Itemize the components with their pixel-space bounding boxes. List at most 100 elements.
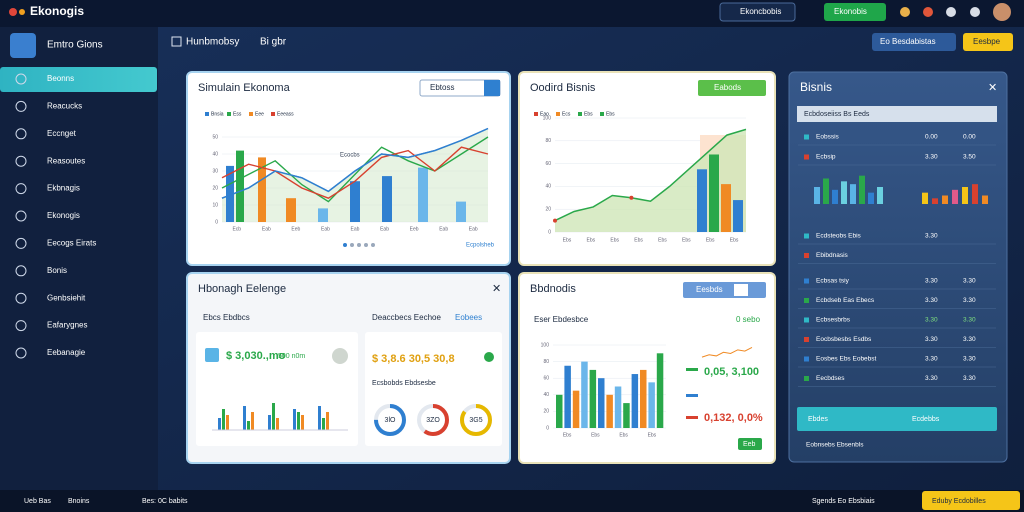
menu-item[interactable]: Beonns	[47, 74, 74, 83]
row-cell: Ecbdseb Eas Ebecs	[816, 297, 875, 304]
side-foot: Eobnsebs Ebsenbls	[806, 442, 864, 449]
active-item[interactable]	[0, 67, 157, 92]
page-dot[interactable]	[343, 243, 347, 247]
page-dot[interactable]	[357, 243, 361, 247]
y-tick-label: 0	[546, 425, 549, 431]
menu-item[interactable]: Reacucks	[47, 102, 82, 111]
menu-item[interactable]: Genbsiehit	[47, 293, 86, 302]
bar	[814, 187, 820, 204]
panel-title: Hbonagh Eelenge	[198, 283, 286, 295]
avatar[interactable]	[993, 3, 1011, 21]
x-tick-label: Ebs	[658, 237, 667, 243]
bar	[268, 415, 271, 430]
bar	[942, 195, 948, 204]
row-cell: 3.30	[963, 336, 976, 343]
row-cell: 3.30	[925, 336, 938, 343]
donut	[374, 404, 406, 436]
menu-item[interactable]: Ekbnagis	[47, 184, 80, 193]
icon[interactable]	[946, 7, 956, 17]
x-tick-label: Ebs	[591, 432, 600, 438]
side-panel	[788, 71, 1008, 463]
menu-icon	[15, 237, 27, 249]
search-box[interactable]	[719, 2, 796, 22]
amount: $ 3,030.,mo	[226, 350, 286, 362]
header-tab[interactable]: Bi gbr	[260, 37, 287, 48]
header-button[interactable]	[872, 33, 956, 51]
panel-title: Simulain Ekonoma	[198, 82, 291, 94]
sparkline	[701, 346, 753, 358]
select-arrow[interactable]	[484, 80, 500, 96]
line	[221, 136, 489, 203]
bar	[272, 403, 275, 430]
bar	[382, 176, 392, 222]
bar	[418, 167, 428, 222]
legend-swatch	[578, 112, 582, 116]
side-panel-title: Bisnis	[800, 80, 832, 94]
menu-item[interactable]: Eafarygnes	[47, 321, 87, 330]
y-tick-label: 80	[545, 138, 551, 144]
icon[interactable]	[970, 7, 980, 17]
y-tick-label: 50	[212, 134, 218, 140]
page-dot[interactable]	[371, 243, 375, 247]
x-tick-label: Ebs	[706, 237, 715, 243]
x-tick-label: Eab	[380, 226, 389, 232]
bar	[623, 403, 630, 428]
card-link[interactable]: Eobees	[455, 313, 482, 322]
toggle-label: Eesbds	[696, 285, 723, 294]
bar	[251, 412, 254, 430]
footer	[0, 490, 1024, 512]
card-title: Ebcs Ebdbcs	[203, 313, 250, 322]
menu-item[interactable]: Eecogs Eirats	[47, 239, 96, 248]
legend-swatch	[249, 112, 253, 116]
sidebar-icon	[10, 33, 36, 58]
row-cell: Eecbdses	[816, 375, 845, 382]
ok-button[interactable]	[738, 438, 762, 450]
row-cell: 3.30	[925, 154, 938, 161]
legend-swatch	[600, 112, 604, 116]
tag: 0 sebo	[736, 315, 761, 324]
row-cell: 3.30	[963, 297, 976, 304]
bar	[832, 189, 838, 204]
menu-icon	[15, 320, 27, 332]
bar	[606, 394, 613, 428]
close[interactable]: ✕	[988, 82, 997, 94]
bar	[982, 195, 988, 204]
top-button[interactable]	[824, 3, 886, 21]
menu-icon	[15, 265, 27, 277]
bar	[962, 187, 968, 204]
footer-button-label: Eduby Ecdobilles	[932, 498, 986, 505]
page-dot[interactable]	[364, 243, 368, 247]
x-tick-label: Ebs	[610, 237, 619, 243]
x-tick-label: Eab	[321, 226, 330, 232]
icon[interactable]	[923, 7, 933, 17]
highlight-cell: Ebdes	[808, 416, 828, 423]
action-button[interactable]	[963, 33, 1013, 51]
donut	[417, 404, 449, 436]
bar	[952, 189, 958, 204]
link[interactable]: Ecpolsheb	[466, 243, 495, 249]
card-icon	[205, 348, 219, 362]
line	[221, 146, 489, 199]
menu-icon	[15, 347, 27, 359]
bar	[236, 150, 244, 222]
bar	[877, 187, 883, 204]
menu-item[interactable]: Bonis	[47, 266, 67, 275]
menu-item[interactable]: Eccnget	[47, 129, 77, 138]
menu-icon	[15, 128, 27, 140]
footer-text: Sgends Eo Ebsbiais	[812, 498, 875, 505]
panel-button[interactable]	[698, 80, 766, 96]
menu-item[interactable]: Reasoutes	[47, 156, 85, 165]
x-tick-label: Eab	[262, 226, 271, 232]
highlight-row[interactable]	[797, 407, 997, 431]
row-cell: Eosbes Ebs Eobebst	[816, 356, 877, 363]
close[interactable]: ✕	[492, 283, 501, 295]
row-cell: 3.30	[925, 375, 938, 382]
bar	[226, 415, 229, 430]
menu-item[interactable]: Eebanagie	[47, 348, 86, 357]
y-tick-label: 20	[543, 409, 549, 415]
card-button[interactable]	[332, 348, 348, 364]
menu-item[interactable]: Ekonogis	[47, 211, 80, 220]
icon[interactable]	[900, 7, 910, 17]
page-dot[interactable]	[350, 243, 354, 247]
footer-button[interactable]	[922, 491, 1020, 510]
